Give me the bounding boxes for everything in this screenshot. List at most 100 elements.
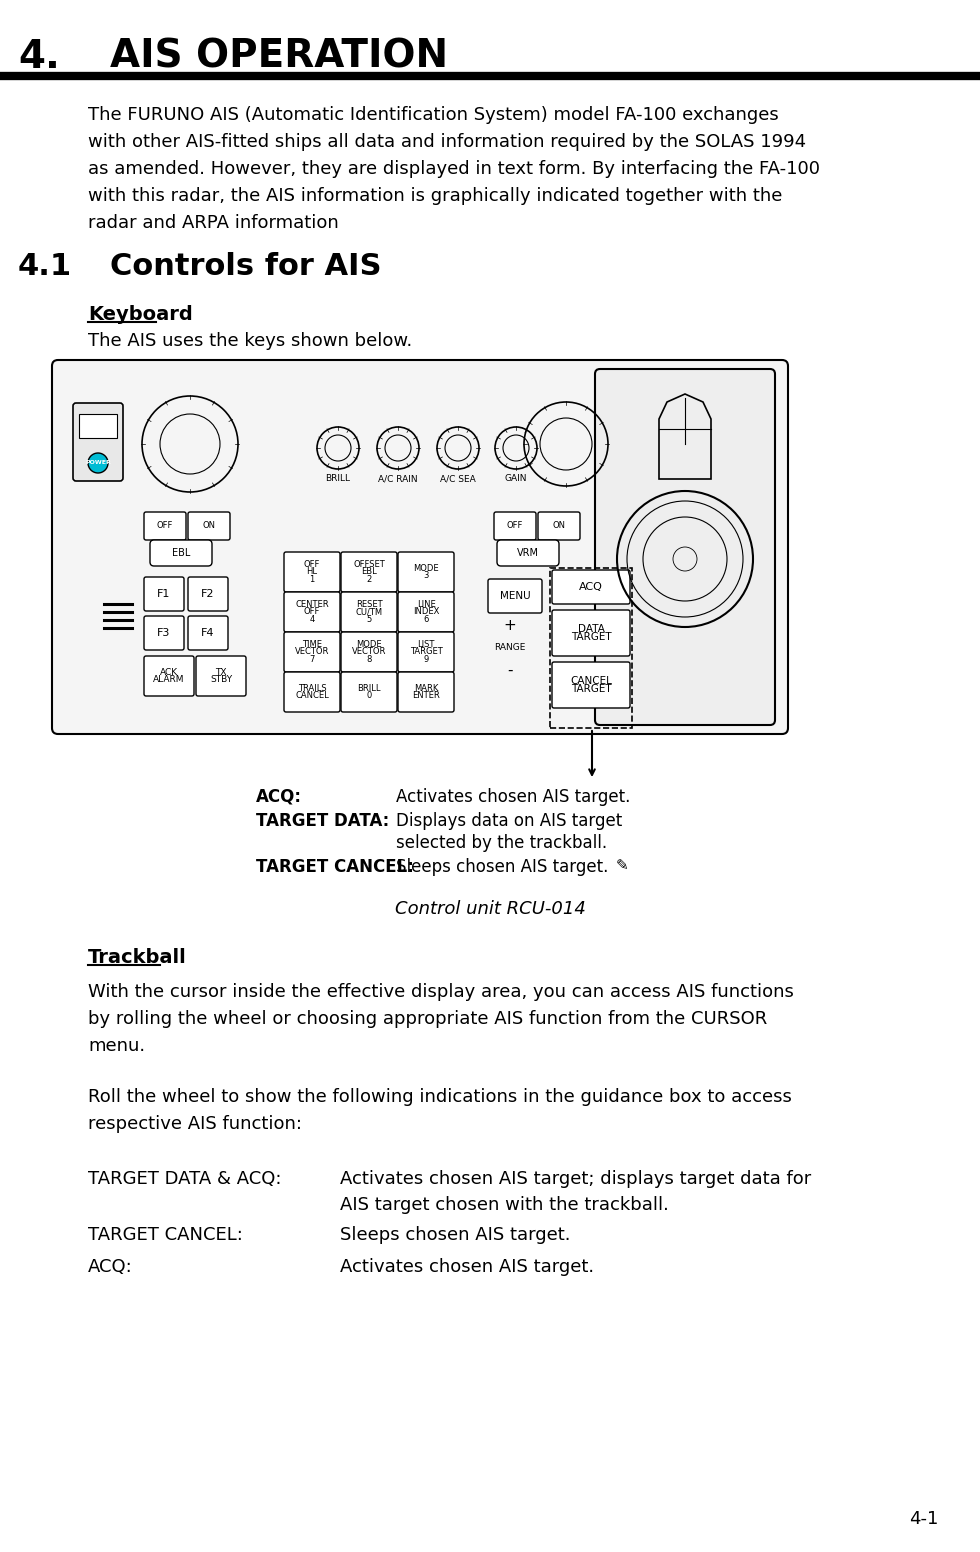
Text: TRAILS: TRAILS bbox=[298, 684, 326, 692]
Text: ON: ON bbox=[553, 521, 565, 531]
Text: F4: F4 bbox=[201, 629, 215, 638]
FancyBboxPatch shape bbox=[144, 577, 184, 611]
Text: INDEX: INDEX bbox=[413, 607, 439, 616]
FancyBboxPatch shape bbox=[52, 360, 788, 734]
Text: MENU: MENU bbox=[500, 591, 530, 601]
Text: -: - bbox=[508, 663, 513, 678]
FancyBboxPatch shape bbox=[284, 632, 340, 672]
Text: OFFSET: OFFSET bbox=[353, 560, 385, 570]
Text: LIST: LIST bbox=[417, 641, 435, 649]
FancyBboxPatch shape bbox=[284, 672, 340, 712]
Text: STBY: STBY bbox=[210, 675, 232, 684]
FancyBboxPatch shape bbox=[552, 610, 630, 656]
Text: ALARM: ALARM bbox=[153, 675, 185, 684]
FancyBboxPatch shape bbox=[398, 632, 454, 672]
Text: menu.: menu. bbox=[88, 1037, 145, 1055]
Text: Activates chosen AIS target.: Activates chosen AIS target. bbox=[396, 788, 630, 805]
Text: 4-1: 4-1 bbox=[908, 1510, 938, 1529]
Circle shape bbox=[88, 453, 108, 473]
Text: TIME: TIME bbox=[302, 641, 322, 649]
Text: CU/TM: CU/TM bbox=[356, 607, 382, 616]
Text: 3: 3 bbox=[423, 571, 428, 580]
Text: TARGET CANCEL:: TARGET CANCEL: bbox=[256, 858, 414, 875]
FancyBboxPatch shape bbox=[538, 512, 580, 540]
FancyBboxPatch shape bbox=[144, 616, 184, 650]
Text: Control unit RCU-014: Control unit RCU-014 bbox=[395, 900, 585, 917]
Text: OFF: OFF bbox=[304, 560, 320, 570]
Text: 5: 5 bbox=[367, 615, 371, 624]
Text: TARGET: TARGET bbox=[570, 684, 612, 694]
Text: Controls for AIS: Controls for AIS bbox=[110, 251, 381, 281]
Text: 1: 1 bbox=[310, 574, 315, 584]
Text: ✎: ✎ bbox=[616, 858, 629, 872]
FancyBboxPatch shape bbox=[188, 616, 228, 650]
Text: 4: 4 bbox=[310, 615, 315, 624]
Text: ENTER: ENTER bbox=[413, 691, 440, 700]
FancyBboxPatch shape bbox=[144, 512, 186, 540]
Text: LINE: LINE bbox=[416, 601, 435, 610]
Text: radar and ARPA information: radar and ARPA information bbox=[88, 214, 339, 231]
Text: A/C SEA: A/C SEA bbox=[440, 473, 476, 483]
Text: CENTER: CENTER bbox=[295, 601, 329, 610]
Text: F3: F3 bbox=[158, 629, 171, 638]
Text: MARK: MARK bbox=[414, 684, 438, 692]
Text: 4.1: 4.1 bbox=[18, 251, 73, 281]
FancyBboxPatch shape bbox=[398, 672, 454, 712]
Text: TX: TX bbox=[216, 667, 226, 677]
Text: BRILL: BRILL bbox=[358, 684, 381, 692]
Text: RESET: RESET bbox=[356, 601, 382, 610]
Text: GAIN: GAIN bbox=[505, 473, 527, 483]
Text: Activates chosen AIS target.: Activates chosen AIS target. bbox=[340, 1259, 594, 1276]
Text: RANGE: RANGE bbox=[494, 644, 525, 652]
Text: TARGET: TARGET bbox=[410, 647, 442, 656]
FancyBboxPatch shape bbox=[552, 663, 630, 708]
Text: MODE: MODE bbox=[356, 641, 382, 649]
FancyBboxPatch shape bbox=[595, 369, 775, 725]
FancyBboxPatch shape bbox=[284, 553, 340, 591]
Text: VRM: VRM bbox=[517, 548, 539, 559]
Text: 6: 6 bbox=[423, 615, 428, 624]
FancyBboxPatch shape bbox=[144, 656, 194, 695]
Text: VECTOR: VECTOR bbox=[352, 647, 386, 656]
Text: Roll the wheel to show the following indications in the guidance box to access: Roll the wheel to show the following ind… bbox=[88, 1088, 792, 1107]
Text: EBL: EBL bbox=[172, 548, 190, 559]
Text: ACQ:: ACQ: bbox=[88, 1259, 132, 1276]
Text: Keyboard: Keyboard bbox=[88, 306, 193, 324]
Text: Activates chosen AIS target; displays target data for: Activates chosen AIS target; displays ta… bbox=[340, 1170, 811, 1187]
Text: AIS target chosen with the trackball.: AIS target chosen with the trackball. bbox=[340, 1197, 669, 1214]
FancyBboxPatch shape bbox=[497, 540, 559, 566]
Text: respective AIS function:: respective AIS function: bbox=[88, 1114, 302, 1133]
Text: ACQ:: ACQ: bbox=[256, 788, 302, 805]
Text: F1: F1 bbox=[158, 590, 171, 599]
Text: with this radar, the AIS information is graphically indicated together with the: with this radar, the AIS information is … bbox=[88, 186, 782, 205]
FancyBboxPatch shape bbox=[188, 512, 230, 540]
FancyBboxPatch shape bbox=[341, 553, 397, 591]
Text: TARGET: TARGET bbox=[570, 632, 612, 643]
FancyBboxPatch shape bbox=[341, 591, 397, 632]
FancyBboxPatch shape bbox=[494, 512, 536, 540]
Text: 0: 0 bbox=[367, 691, 371, 700]
Text: 9: 9 bbox=[423, 655, 428, 664]
FancyBboxPatch shape bbox=[552, 570, 630, 604]
FancyBboxPatch shape bbox=[188, 577, 228, 611]
Text: DATA: DATA bbox=[577, 624, 605, 633]
Text: 8: 8 bbox=[367, 655, 371, 664]
Text: ACK: ACK bbox=[160, 667, 178, 677]
Text: as amended. However, they are displayed in text form. By interfacing the FA-100: as amended. However, they are displayed … bbox=[88, 160, 820, 178]
Text: AIS OPERATION: AIS OPERATION bbox=[110, 37, 448, 76]
Bar bbox=[550, 568, 632, 728]
Text: Displays data on AIS target: Displays data on AIS target bbox=[396, 812, 622, 830]
Text: The FURUNO AIS (Automatic Identification System) model FA-100 exchanges: The FURUNO AIS (Automatic Identification… bbox=[88, 106, 779, 124]
Text: ACQ: ACQ bbox=[579, 582, 603, 591]
Text: HL: HL bbox=[307, 568, 318, 576]
Text: EBL: EBL bbox=[361, 568, 377, 576]
Text: POWER: POWER bbox=[85, 461, 111, 466]
Text: 4.: 4. bbox=[18, 37, 60, 76]
Text: OFF: OFF bbox=[507, 521, 523, 531]
Text: VECTOR: VECTOR bbox=[295, 647, 329, 656]
Text: MODE: MODE bbox=[414, 563, 439, 573]
Text: Sleeps chosen AIS target.: Sleeps chosen AIS target. bbox=[340, 1226, 570, 1245]
FancyBboxPatch shape bbox=[488, 579, 542, 613]
Text: TARGET CANCEL:: TARGET CANCEL: bbox=[88, 1226, 243, 1245]
FancyBboxPatch shape bbox=[150, 540, 212, 566]
